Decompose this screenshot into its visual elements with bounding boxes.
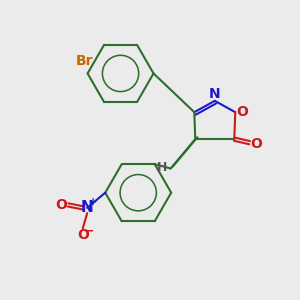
Text: +: + [89, 197, 97, 207]
Text: N: N [209, 87, 220, 101]
Text: O: O [250, 137, 262, 151]
Text: H: H [157, 160, 168, 173]
Text: O: O [236, 105, 248, 119]
Text: −: − [84, 224, 94, 237]
Text: O: O [56, 198, 68, 212]
Text: N: N [81, 200, 94, 215]
Text: O: O [77, 228, 89, 242]
Text: Br: Br [76, 54, 93, 68]
